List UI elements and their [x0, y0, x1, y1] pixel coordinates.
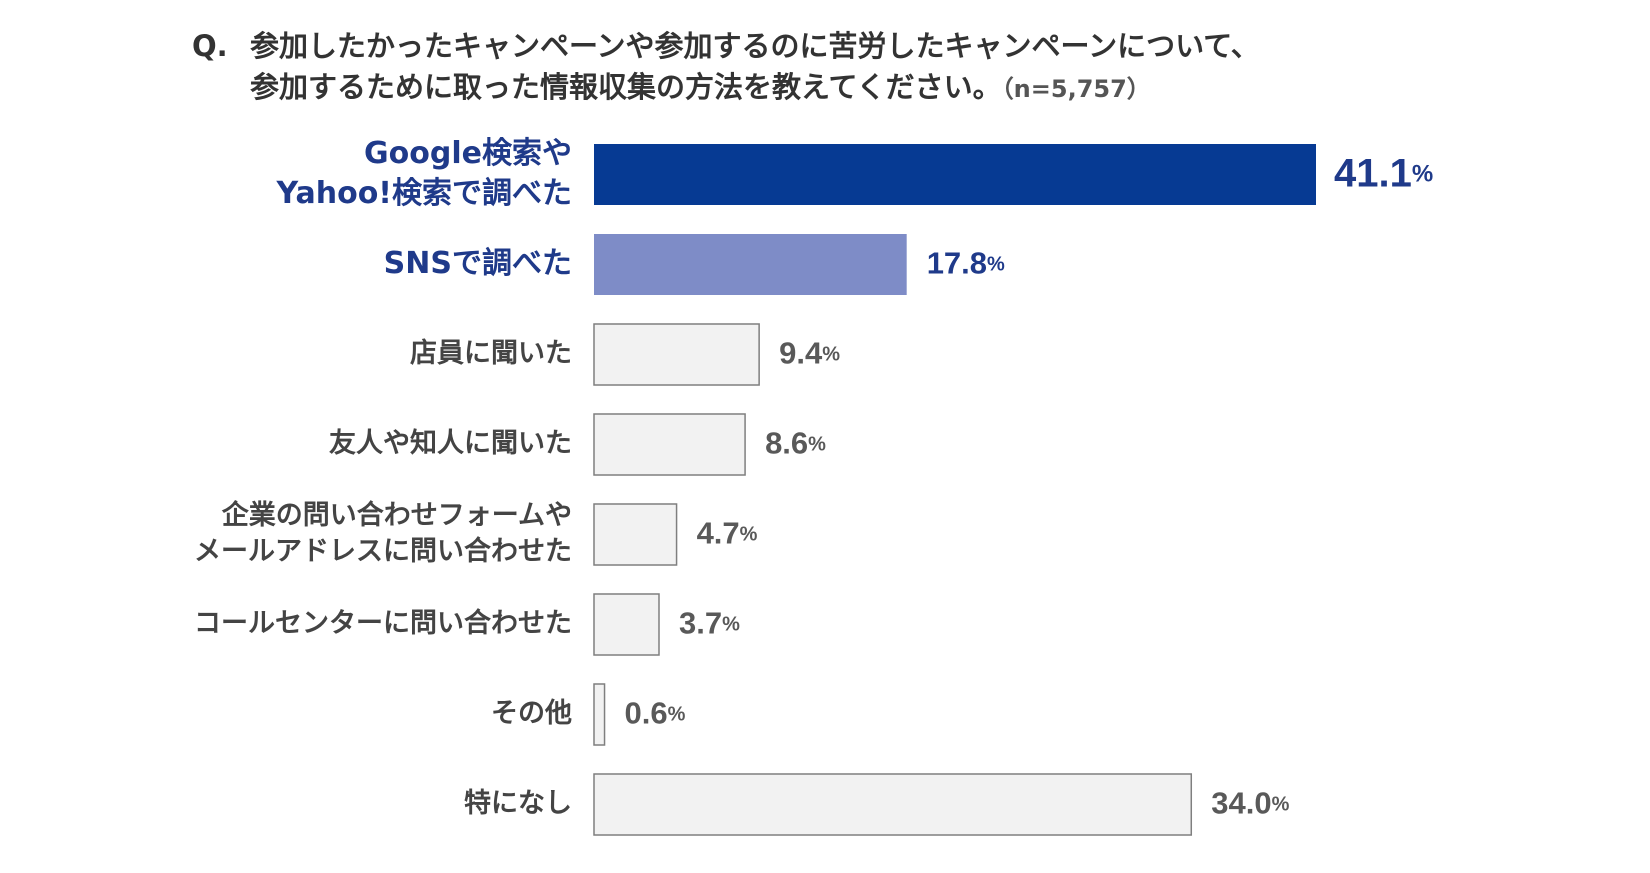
bar-0: [594, 144, 1316, 205]
bar-4: [593, 503, 678, 566]
value-label-7: 34.0%: [1211, 786, 1289, 821]
question-title: Q. 参加したかったキャンペーンや参加するのに苦労したキャンペーンについて、 参加…: [192, 26, 1492, 110]
question-prefix: Q.: [192, 29, 228, 63]
category-label-4-0: 企業の問い合わせフォームや: [222, 499, 572, 531]
value-label-1: 17.8%: [927, 246, 1005, 281]
bar-1: [594, 234, 907, 295]
category-label-1: SNSで調べた: [384, 246, 572, 281]
category-label-0-0: Google検索や: [364, 136, 572, 171]
value-label-2: 9.4%: [779, 336, 840, 371]
question-line-2: 参加するために取った情報収集の方法を教えてください。（n=5,757）: [192, 67, 1492, 110]
question-text-2: 参加するために取った情報収集の方法を教えてください。: [250, 70, 1002, 104]
value-label-0: 41.1%: [1334, 151, 1433, 195]
category-label-3: 友人や知人に聞いた: [329, 428, 572, 459]
bar-2: [593, 323, 760, 386]
value-label-6: 0.6%: [625, 696, 686, 731]
bar-3: [593, 413, 746, 476]
sample-size: （n=5,757）: [1001, 75, 1151, 103]
value-label-5: 3.7%: [679, 606, 740, 641]
question-text-1: 参加したかったキャンペーンや参加するのに苦労したキャンペーンについて、: [250, 29, 1260, 63]
value-label-3: 8.6%: [765, 426, 826, 461]
category-label-6: その他: [491, 698, 572, 729]
value-label-4: 4.7%: [697, 516, 758, 551]
category-label-5: コールセンターに問い合わせた: [194, 607, 572, 639]
bar-7: [593, 773, 1193, 836]
category-label-4-1: メールアドレスに問い合わせた: [194, 535, 572, 567]
category-label-0-1: Yahoo!検索で調べた: [276, 176, 572, 211]
category-label-7: 特になし: [464, 788, 572, 819]
question-line-1: Q. 参加したかったキャンペーンや参加するのに苦労したキャンペーンについて、: [192, 26, 1492, 67]
category-label-2: 店員に聞いた: [410, 338, 572, 369]
bar-5: [593, 593, 660, 656]
bar-6: [593, 683, 606, 746]
